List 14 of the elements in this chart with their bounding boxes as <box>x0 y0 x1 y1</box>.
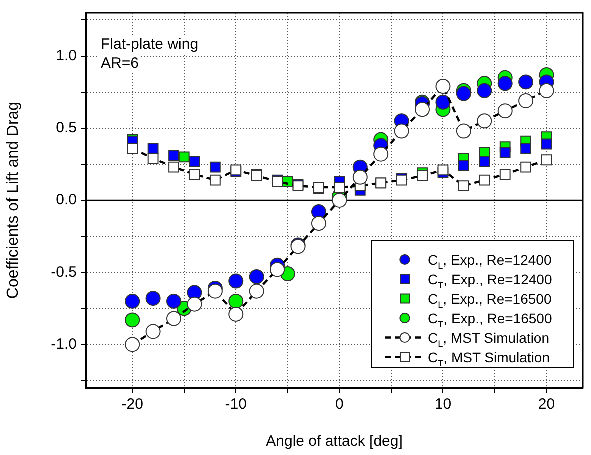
x-tick-label: 20 <box>538 396 556 414</box>
y-tick-label: 0.5 <box>56 120 77 137</box>
x-tick-label: -20 <box>122 396 144 414</box>
x-tick-label: 10 <box>434 396 452 414</box>
x-tick-label: -10 <box>225 396 247 414</box>
y-tick-label: -1.0 <box>51 336 77 353</box>
x-tick-label: 0 <box>336 396 344 414</box>
x-axis-title: Angle of attack [deg] <box>266 433 403 450</box>
y-tick-label: 0.0 <box>56 192 77 209</box>
annotation: AR=6 <box>101 55 139 72</box>
y-tick-label: 1.0 <box>56 47 77 64</box>
y-tick-label: -0.5 <box>51 264 77 281</box>
y-axis-title: Coefficients of Lift and Drag <box>5 102 22 300</box>
annotation: Flat-plate wing <box>101 36 199 53</box>
